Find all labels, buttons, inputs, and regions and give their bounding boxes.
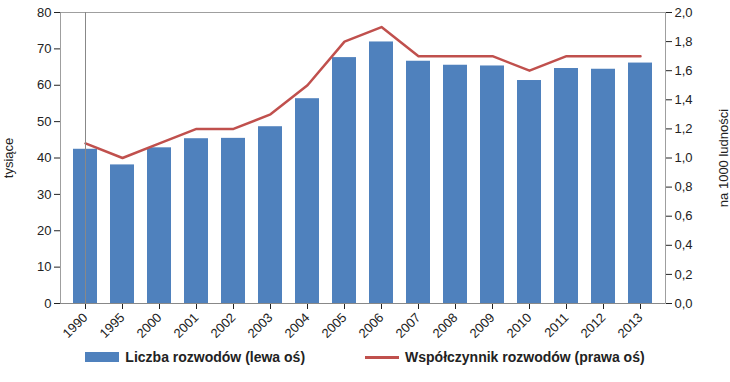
svg-text:0,2: 0,2 xyxy=(675,267,693,282)
svg-text:2007: 2007 xyxy=(393,310,424,341)
svg-text:2011: 2011 xyxy=(541,310,571,340)
svg-text:0,8: 0,8 xyxy=(675,179,693,194)
svg-text:60: 60 xyxy=(37,77,51,92)
svg-text:2000: 2000 xyxy=(134,310,165,341)
svg-text:1,0: 1,0 xyxy=(675,150,693,165)
svg-text:2003: 2003 xyxy=(245,310,276,341)
svg-text:1995: 1995 xyxy=(97,310,128,341)
svg-text:50: 50 xyxy=(37,114,51,129)
svg-text:1,8: 1,8 xyxy=(675,34,693,49)
svg-text:1,4: 1,4 xyxy=(675,92,693,107)
svg-text:20: 20 xyxy=(37,223,51,238)
svg-text:10: 10 xyxy=(37,259,51,274)
svg-text:30: 30 xyxy=(37,187,51,202)
svg-text:2013: 2013 xyxy=(615,310,646,341)
svg-text:2009: 2009 xyxy=(467,310,498,341)
html-text:Liczba rozwodów (lewa oś): Liczba rozwodów (lewa oś) xyxy=(125,349,305,365)
svg-text:2,0: 2,0 xyxy=(675,5,693,20)
svg-text:2001: 2001 xyxy=(171,310,202,341)
svg-text:na 1000 ludności: na 1000 ludności xyxy=(716,109,730,207)
svg-text:70: 70 xyxy=(37,41,51,56)
svg-text:tysiące: tysiące xyxy=(1,138,16,178)
svg-text:80: 80 xyxy=(37,5,51,20)
svg-text:2005: 2005 xyxy=(319,310,350,341)
svg-text:2010: 2010 xyxy=(504,310,535,341)
svg-text:2008: 2008 xyxy=(430,310,461,341)
svg-text:1,6: 1,6 xyxy=(675,63,693,78)
svg-text:2006: 2006 xyxy=(356,310,387,341)
svg-text:2004: 2004 xyxy=(282,310,313,341)
svg-text:0,4: 0,4 xyxy=(675,237,693,252)
svg-text:0,6: 0,6 xyxy=(675,208,693,223)
svg-text:1990: 1990 xyxy=(60,310,91,341)
svg-text:1,2: 1,2 xyxy=(675,121,693,136)
html-text:Współczynnik rozwodów (prawa o: Współczynnik rozwodów (prawa oś) xyxy=(405,349,645,365)
svg-text:40: 40 xyxy=(37,150,51,165)
svg-text:2002: 2002 xyxy=(208,310,239,341)
svg-text:2012: 2012 xyxy=(578,310,609,341)
svg-text:0,0: 0,0 xyxy=(675,296,693,311)
svg-text:0: 0 xyxy=(44,296,51,311)
